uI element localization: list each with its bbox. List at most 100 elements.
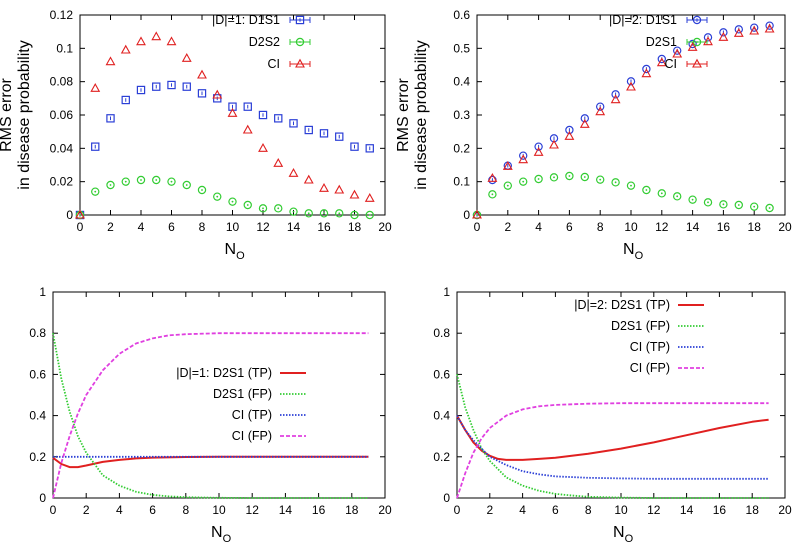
data-point	[503, 181, 512, 190]
data-point	[472, 209, 482, 219]
data-point	[364, 193, 375, 202]
data-point	[335, 132, 344, 141]
legend-marker	[295, 58, 305, 68]
data-point-dot	[722, 203, 725, 206]
data-point	[611, 178, 620, 187]
data-point	[197, 185, 207, 195]
data-point-dot	[476, 214, 478, 216]
data-point	[687, 42, 698, 51]
data-point	[580, 172, 590, 182]
data-point-dot	[201, 189, 203, 191]
series-line	[52, 332, 369, 499]
legend-label: |D|=2: D1S1	[609, 13, 677, 27]
data-point	[121, 177, 130, 186]
x-axis-label: NO	[613, 524, 634, 545]
data-point	[595, 106, 606, 116]
data-point-dot	[155, 179, 158, 181]
data-point	[365, 210, 374, 220]
data-point-dot	[277, 207, 280, 210]
series-1	[75, 80, 374, 220]
y-tick-label: 0.2	[29, 450, 46, 464]
x-axis-label-sub: O	[625, 533, 634, 545]
x-axis-label-main: N	[613, 524, 625, 541]
data-point	[765, 21, 774, 30]
data-point-dot	[753, 205, 756, 208]
data-point	[549, 139, 559, 149]
data-point	[182, 82, 191, 91]
series-2	[456, 374, 769, 499]
series-line	[456, 374, 769, 499]
data-point	[181, 53, 192, 62]
x-tick-label: 12	[246, 503, 260, 517]
data-point-dot	[94, 190, 97, 193]
data-point	[228, 102, 237, 111]
x-axis-label-main: N	[211, 524, 223, 541]
x-tick-label: 8	[199, 220, 206, 234]
data-point	[596, 175, 605, 184]
x-axis-label: NO	[623, 241, 644, 262]
y-tick-label: 0.2	[433, 450, 450, 464]
y-tick-label: 0	[443, 491, 450, 505]
x-tick-label: 2	[107, 220, 114, 234]
series-2	[75, 175, 374, 220]
data-point-dot	[140, 179, 142, 181]
data-point	[335, 209, 344, 218]
series-line	[456, 415, 769, 461]
data-point	[242, 124, 253, 134]
data-point	[90, 83, 101, 92]
data-point	[518, 154, 529, 164]
series-line	[456, 402, 769, 499]
data-point	[319, 129, 329, 138]
data-point	[718, 32, 729, 41]
x-tick-label: 0	[50, 503, 57, 517]
data-point	[641, 68, 652, 78]
data-point	[349, 189, 360, 199]
x-axis-label: NO	[225, 241, 246, 262]
y-axis-label-line1: RMS error	[0, 77, 15, 151]
legend-label: |D|=2: D2S1 (TP)	[574, 298, 670, 312]
data-point-dot	[506, 184, 509, 187]
data-point	[350, 142, 359, 151]
data-point	[642, 64, 651, 74]
data-point-dot	[768, 207, 771, 209]
data-point	[487, 173, 498, 182]
x-tick-label: 12	[256, 220, 270, 234]
data-point-dot	[583, 176, 586, 178]
data-point	[227, 108, 238, 117]
data-point	[564, 131, 575, 140]
data-point	[703, 198, 713, 207]
data-point	[182, 180, 191, 190]
chart-panel-4: 0 2 4 6 8 10 12 14 16 18 20 0 0.2 0.4 0.6 0.8 1 NO |D|=2: …	[433, 285, 792, 545]
data-point	[350, 210, 359, 220]
data-point-dot	[707, 201, 709, 204]
x-tick-label: 0	[454, 503, 461, 517]
data-point	[304, 209, 313, 218]
data-point	[703, 36, 713, 46]
data-point-dot	[691, 198, 694, 201]
x-tick-label: 14	[287, 220, 301, 234]
data-point	[673, 46, 682, 55]
data-point	[519, 151, 528, 160]
y-tick-label: 0.12	[50, 8, 74, 22]
legend-label: CI (TP)	[232, 408, 272, 422]
data-point	[75, 209, 85, 219]
series-3	[75, 31, 375, 219]
x-tick-label: 10	[614, 503, 628, 517]
data-point	[258, 110, 268, 120]
chart-panel-1: 0 2 4 6 8 10 12 14 16 18 20 0 0.02 0.04 0.06 0.08 0.1 0.1…	[0, 8, 392, 262]
data-point-dot	[614, 181, 617, 184]
legend-marker	[692, 15, 702, 25]
x-axis-label: NO	[211, 524, 232, 545]
data-point-dot	[491, 193, 494, 196]
data-point	[672, 48, 683, 58]
x-tick-label: 4	[116, 503, 123, 517]
data-point	[167, 80, 176, 90]
y-tick-label: 0.6	[453, 8, 470, 22]
data-point-dot	[537, 178, 540, 180]
data-point	[319, 183, 329, 192]
data-point-dot	[553, 176, 555, 179]
data-point	[626, 77, 636, 86]
data-point	[228, 197, 237, 206]
data-point-dot	[307, 212, 310, 215]
